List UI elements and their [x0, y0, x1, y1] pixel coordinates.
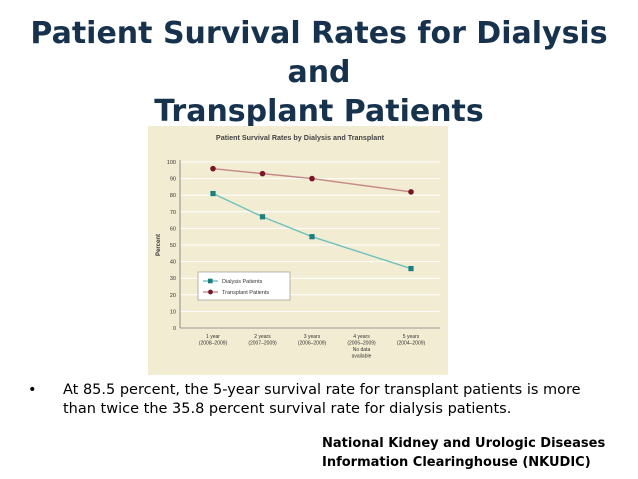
x-tick-label: (2008–2009): [199, 341, 228, 347]
y-tick-label: 0: [173, 326, 176, 332]
data-point: [210, 165, 216, 172]
data-point: [210, 190, 216, 197]
y-tick-label: 50: [170, 243, 176, 249]
legend-marker: [208, 278, 213, 284]
data-point: [309, 234, 315, 240]
legend-label: Transplant Patients: [222, 290, 269, 296]
slide-title-line-1: Patient Survival Rates for Dialysis and: [30, 16, 608, 90]
y-axis-label: Percent: [156, 234, 162, 256]
legend-marker: [208, 289, 213, 295]
x-tick-label: No data: [353, 347, 371, 353]
source-attribution: National Kidney and Urologic Diseases In…: [322, 434, 622, 472]
data-point: [309, 175, 315, 182]
bullet-symbol: •: [28, 382, 37, 398]
legend-box: [197, 271, 291, 301]
x-tick-label: (2004–2009): [397, 341, 426, 347]
x-tick-label: 5 years: [403, 334, 420, 340]
y-tick-label: 90: [170, 177, 176, 183]
x-tick-label: 1 year: [206, 334, 220, 340]
series-line-1: [212, 192, 412, 270]
x-tick-label: 2 years: [254, 334, 271, 340]
data-point: [259, 214, 266, 220]
x-tick-label: (2005–2009): [347, 341, 376, 347]
x-tick-label: (2007–2009): [248, 341, 277, 347]
chart-panel: Patient Survival Rates by Dialysis and T…: [148, 126, 448, 375]
legend-label: Dialysis Patients: [222, 279, 263, 285]
bullet-point: • At 85.5 percent, the 5-year survival r…: [28, 381, 608, 419]
series-line-2: [212, 167, 412, 193]
y-tick-label: 20: [170, 293, 176, 299]
x-tick-label: 3 years: [304, 334, 321, 340]
survival-chart: Patient Survival Rates by Dialysis and T…: [156, 133, 440, 360]
source-line-1: National Kidney and Urologic Diseases: [322, 436, 606, 451]
y-tick-label: 30: [170, 276, 176, 282]
y-tick-label: 40: [170, 260, 176, 266]
y-tick-label: 100: [167, 160, 176, 166]
source-line-2: Information Clearinghouse (NKUDIC): [322, 455, 591, 470]
chart-title: Patient Survival Rates by Dialysis and T…: [216, 133, 385, 142]
data-point: [259, 170, 266, 177]
y-tick-label: 70: [170, 210, 176, 216]
bullet-text: At 85.5 percent, the 5-year survival rat…: [63, 382, 581, 417]
slide-title-line-2: Transplant Patients: [154, 94, 484, 129]
slide-title: Patient Survival Rates for Dialysis and …: [0, 14, 638, 131]
data-point: [408, 189, 414, 195]
y-tick-label: 60: [170, 226, 176, 232]
x-tick-label: (2006–2009): [298, 341, 327, 347]
x-tick-label: available: [352, 354, 372, 360]
x-tick-label: 4 years: [353, 334, 370, 340]
y-tick-label: 10: [170, 309, 176, 315]
y-tick-label: 80: [170, 193, 176, 199]
data-point: [408, 265, 414, 272]
